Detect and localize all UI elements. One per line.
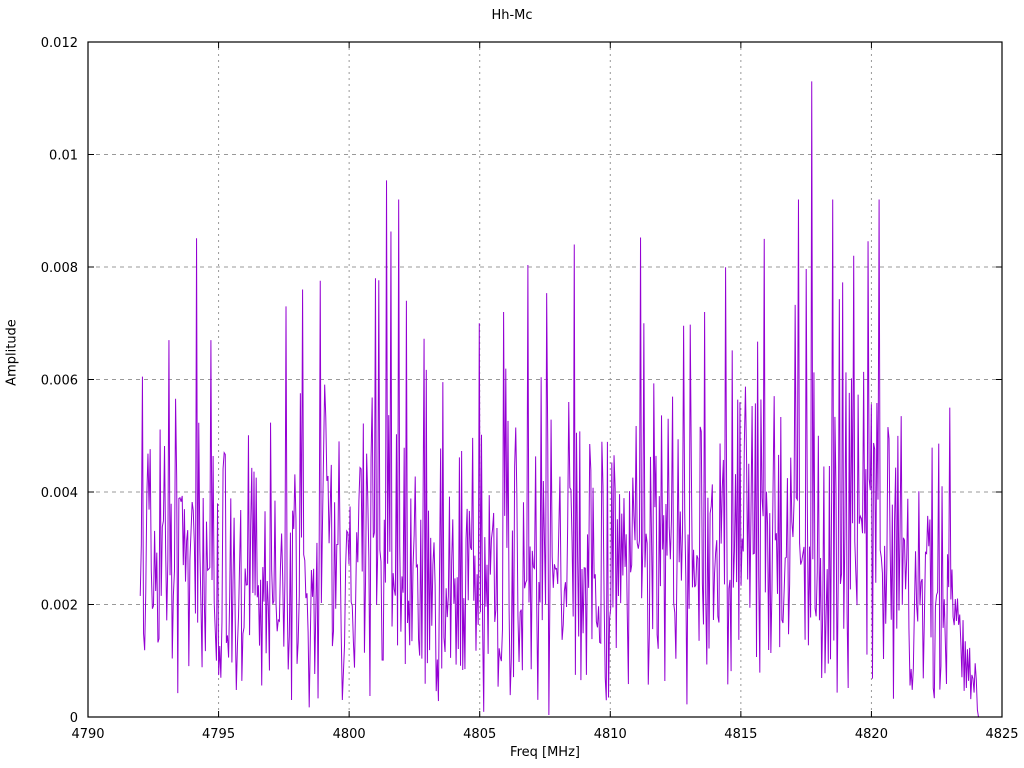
x-tick-label: 4790	[71, 727, 104, 742]
x-tick-label: 4795	[202, 727, 235, 742]
plot-frame	[87, 41, 1003, 718]
spectrum-line	[139, 81, 979, 718]
tick-labels: 4790 4795 4800 4805 4810 4815 4820 4825 0 0.002 0.…	[41, 36, 1019, 742]
grid-lines	[88, 42, 1002, 717]
y-tick-label: 0	[70, 711, 78, 726]
x-tick-label: 4800	[333, 727, 366, 742]
y-tick-label: 0.002	[41, 599, 78, 614]
x-tick-label: 4820	[855, 727, 888, 742]
x-axis-label: Freq [MHz]	[510, 745, 580, 760]
y-tick-label: 0.006	[41, 374, 78, 389]
x-tick-label: 4810	[594, 727, 627, 742]
y-tick-label: 0.012	[41, 36, 78, 51]
x-tick-label: 4815	[724, 727, 757, 742]
chart-title: Hh-Mc	[491, 8, 533, 23]
y-tick-label: 0.008	[41, 261, 78, 276]
data-series	[139, 81, 979, 718]
x-tick-label: 4825	[985, 727, 1018, 742]
x-tick-label: 4805	[463, 727, 496, 742]
y-tick-label: 0.004	[41, 486, 78, 501]
y-tick-label: 0.01	[49, 149, 78, 164]
